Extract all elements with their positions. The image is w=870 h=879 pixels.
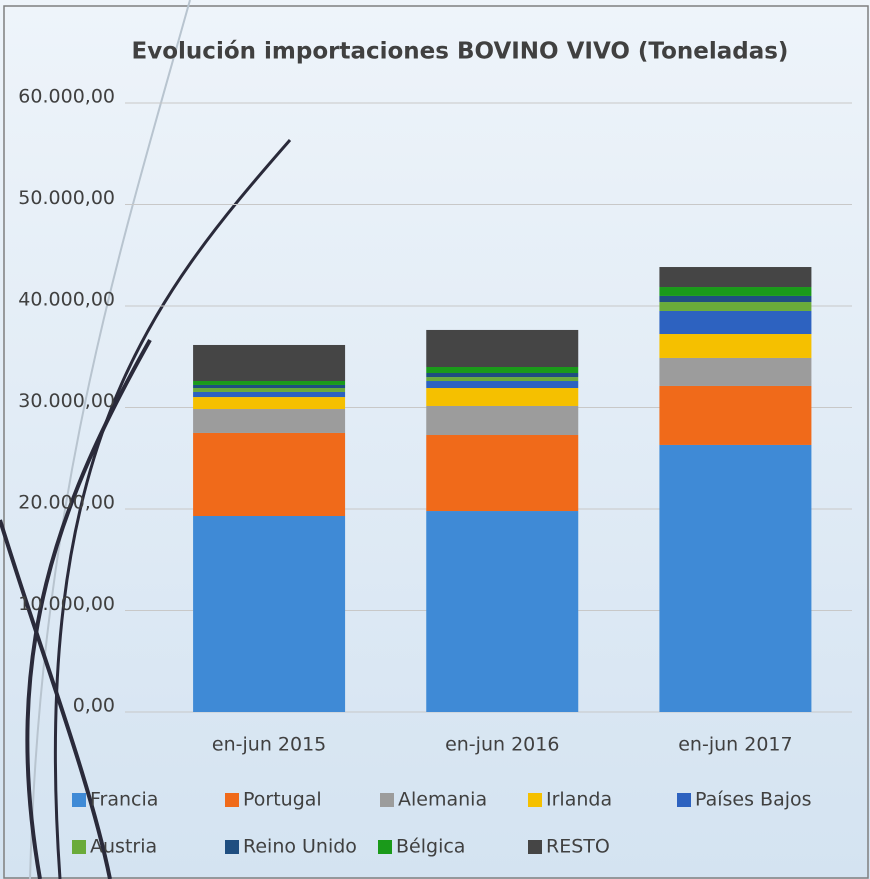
bar-segment [426, 388, 579, 406]
y-tick-label: 40.000,00 [18, 289, 115, 311]
legend-swatch [225, 793, 239, 807]
bar-segment [659, 444, 812, 712]
x-tick-label: en-jun 2017 [678, 734, 792, 756]
legend-swatch [380, 793, 394, 807]
legend-swatch [72, 840, 86, 854]
bar-segment [659, 287, 812, 296]
bar-segment [659, 357, 812, 386]
bar-segment [426, 367, 579, 373]
bar-segment [426, 372, 579, 378]
bar-segment [193, 384, 346, 389]
y-tick-label: 50.000,00 [18, 187, 115, 209]
legend-label: Alemania [398, 789, 487, 811]
legend-swatch [72, 793, 86, 807]
legend-swatch [528, 793, 542, 807]
legend-label: Francia [90, 789, 158, 811]
bar-segment [659, 295, 812, 303]
bar-segment [193, 344, 346, 382]
legend-label: Austria [90, 836, 157, 858]
bar-segment [193, 516, 346, 712]
legend-label: Países Bajos [695, 789, 812, 811]
bar-segment [659, 334, 812, 358]
bar-segment [193, 397, 346, 410]
bar-segment [426, 377, 579, 382]
y-tick-label: 30.000,00 [18, 390, 115, 412]
legend-label: RESTO [546, 836, 610, 858]
legend-swatch [677, 793, 691, 807]
bar-segment [193, 409, 346, 433]
decor-curve [0, 519, 112, 879]
bar-segment [193, 388, 346, 392]
bar-segment [659, 267, 812, 288]
frame [3, 5, 869, 879]
bar-segment [426, 329, 579, 368]
decor-curve [29, 0, 191, 879]
bar-segment [426, 381, 579, 389]
legend-swatch [528, 840, 542, 854]
legend-label: Bélgica [396, 836, 465, 858]
bar-segment [659, 310, 812, 335]
legend-label: Reino Unido [243, 836, 357, 858]
bar-segment [659, 302, 812, 311]
y-tick-label: 60.000,00 [18, 86, 115, 108]
bar-segment [426, 511, 579, 712]
bar-segment [426, 435, 579, 512]
y-tick-label: 0,00 [73, 695, 115, 717]
decor-curve [25, 339, 152, 879]
bar-segment [193, 432, 346, 517]
bar-segment [193, 391, 346, 398]
legend-label: Irlanda [546, 789, 612, 811]
x-tick-label: en-jun 2016 [445, 734, 559, 756]
legend-swatch [225, 840, 239, 854]
chart-title: Evolución importaciones BOVINO VIVO (Ton… [132, 39, 789, 65]
legend-swatch [378, 840, 392, 854]
x-tick-label: en-jun 2015 [212, 734, 326, 756]
bar-segment [193, 381, 346, 385]
bar-segment [426, 405, 579, 436]
y-tick-label: 10.000,00 [18, 593, 115, 615]
legend-label: Portugal [243, 789, 322, 811]
y-tick-label: 20.000,00 [18, 492, 115, 514]
bar-segment [659, 385, 812, 445]
